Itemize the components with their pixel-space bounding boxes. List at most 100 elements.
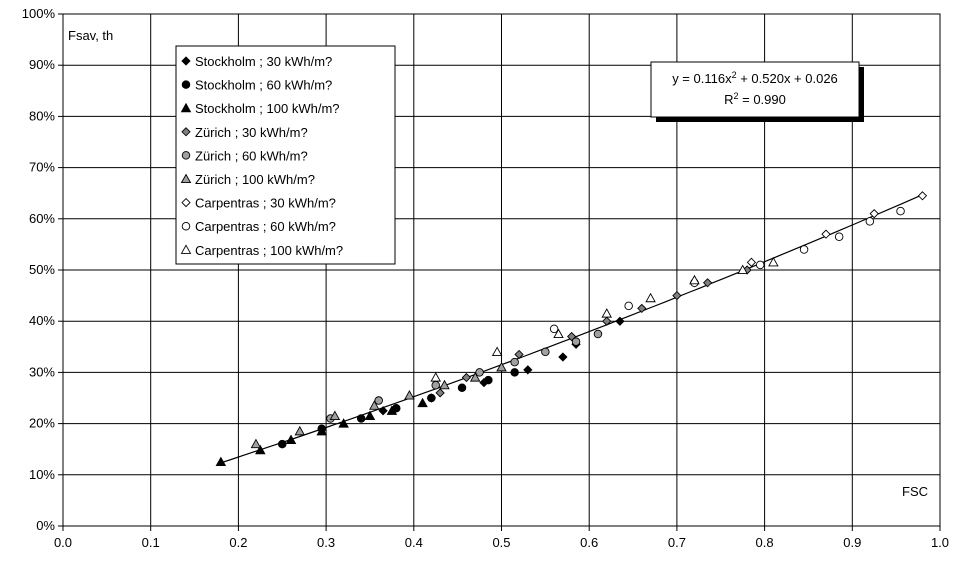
data-point <box>427 393 436 403</box>
data-point <box>316 425 327 436</box>
legend-entry: Carpentras ; 100 kWh/m? <box>195 243 343 258</box>
data-point <box>338 418 349 428</box>
legend-marker <box>181 197 191 208</box>
data-point <box>541 347 550 357</box>
data-point <box>624 301 633 311</box>
data-point <box>593 329 603 339</box>
data-point <box>821 229 831 239</box>
legend-marker <box>180 102 192 113</box>
data-point <box>689 274 700 285</box>
legend-entry: Stockholm ; 30 kWh/m? <box>195 54 332 69</box>
x-tick-label: 1.0 <box>931 535 949 550</box>
data-point <box>702 278 713 288</box>
x-tick-label: 0.1 <box>142 535 160 550</box>
data-point <box>737 264 748 275</box>
data-point <box>510 368 519 377</box>
legend: Stockholm ; 30 kWh/m? Stockholm ; 60 kWh/… <box>175 45 396 265</box>
data-point <box>329 410 341 420</box>
r-squared: R2 = 0.990 <box>724 91 786 107</box>
x-tick-label: 0.9 <box>843 535 861 550</box>
data-point <box>484 375 493 385</box>
data-point <box>250 438 262 449</box>
x-tick-label: 0.2 <box>229 535 247 550</box>
x-tick-label: 0.3 <box>317 535 335 550</box>
data-point <box>475 368 484 377</box>
data-point <box>672 290 682 301</box>
legend-entry: Carpentras ; 60 kWh/m? <box>195 219 336 234</box>
data-point <box>417 397 428 408</box>
data-point <box>523 365 533 375</box>
y-tick-label: 30% <box>29 364 55 379</box>
data-points <box>215 191 928 467</box>
data-point <box>404 390 415 400</box>
data-point <box>364 410 376 420</box>
tick-labels: 0.0 0.1 0.2 0.3 0.4 0.5 0.6 0.7 0.8 0.9 1.0 0% 10% 20… <box>22 6 949 550</box>
data-point <box>439 379 450 390</box>
data-point <box>755 260 765 270</box>
y-tick-label: 100% <box>22 6 56 21</box>
legend-entry: Stockholm ; 100 kWh/m? <box>195 101 340 116</box>
data-point <box>386 405 398 415</box>
data-point <box>294 425 306 436</box>
data-point <box>917 191 928 201</box>
equation-box-frame <box>650 61 860 118</box>
data-point <box>457 383 467 393</box>
data-point <box>374 396 383 405</box>
x-tick-label: 0.0 <box>54 535 72 550</box>
y-tick-label: 60% <box>29 211 55 226</box>
data-point <box>558 352 568 362</box>
data-point <box>553 328 564 339</box>
data-point <box>430 372 441 382</box>
data-point <box>278 439 287 449</box>
data-point <box>431 380 440 390</box>
legend-marker <box>180 244 192 254</box>
data-point <box>799 245 809 254</box>
y-tick-label: 90% <box>29 57 55 72</box>
legend-marker <box>180 173 192 184</box>
y-tick-label: 40% <box>29 313 55 328</box>
y-tick-label: 10% <box>29 467 55 482</box>
y-tick-label: 0% <box>36 518 55 533</box>
data-point <box>549 324 559 334</box>
data-point <box>746 257 757 267</box>
x-tick-label: 0.4 <box>405 535 423 550</box>
equation-box: y = 0.116x2 + 0.520x + 0.026 R2 = 0.990 <box>650 61 864 122</box>
data-point <box>356 414 366 423</box>
data-point <box>869 209 879 219</box>
data-point <box>285 434 297 445</box>
data-point <box>215 456 227 467</box>
data-point <box>637 303 647 314</box>
y-axis-label: Fsav, th <box>68 28 113 43</box>
data-point <box>435 388 445 398</box>
data-point <box>571 337 581 346</box>
data-point <box>768 256 779 267</box>
data-point <box>602 316 612 326</box>
data-point <box>615 316 625 326</box>
data-point <box>865 217 875 226</box>
regression-equation: y = 0.116x2 + 0.520x + 0.026 <box>672 70 838 86</box>
y-tick-label: 50% <box>29 262 55 277</box>
x-tick-label: 0.5 <box>492 535 510 550</box>
legend-entry: Stockholm ; 60 kWh/m? <box>195 78 332 93</box>
legend-entry: Zürich ; 100 kWh/m? <box>195 172 315 187</box>
y-tick-label: 80% <box>29 108 55 123</box>
y-tick-label: 20% <box>29 416 55 431</box>
x-tick-label: 0.8 <box>756 535 774 550</box>
x-tick-label: 0.6 <box>580 535 598 550</box>
legend-marker <box>181 127 191 137</box>
data-point <box>469 372 481 382</box>
x-axis-label: FSC <box>902 484 928 499</box>
legend-marker <box>181 56 191 66</box>
data-point <box>461 372 472 383</box>
legend-entry: Zürich ; 60 kWh/m? <box>195 148 308 163</box>
data-point <box>491 346 503 356</box>
x-tick-label: 0.7 <box>668 535 686 550</box>
y-tick-label: 70% <box>29 160 55 175</box>
legend-marker <box>181 80 191 89</box>
data-point <box>378 406 388 416</box>
legend-marker <box>181 151 191 160</box>
data-point <box>255 444 266 455</box>
legend-marker <box>181 221 191 231</box>
data-point <box>896 206 905 216</box>
